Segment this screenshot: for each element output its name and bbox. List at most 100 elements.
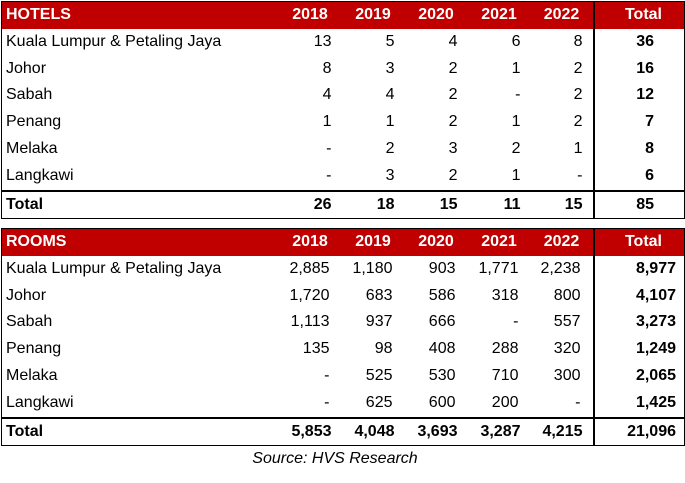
rooms-header-total: Total [592, 228, 685, 256]
hotels-header: HOTELS 2018 2019 2020 2021 2022 Total [1, 1, 685, 29]
rooms-row-value: 625 [365, 393, 393, 411]
rooms-row: Kuala Lumpur & Petaling Jaya 2,885 1,180 90… [2, 255, 685, 283]
rooms-row-total: 1,425 [592, 389, 685, 418]
hotels-header-year: 2021 [467, 1, 531, 29]
hotels-row-label: Langkawi [6, 166, 74, 184]
rooms-row-total: 4,107 [592, 282, 685, 310]
rooms-row-value: 600 [428, 393, 456, 411]
rooms-row-label: Kuala Lumpur & Petaling Jaya [6, 259, 222, 277]
rooms-row-value: 710 [491, 366, 519, 384]
rooms-row: Johor 1,720 683 586 318 800 4,107 [2, 282, 685, 310]
rooms-row-value: 200 [491, 393, 519, 411]
hotels-row-label: Melaka [6, 139, 58, 157]
hotels-row-value: 8 [573, 32, 583, 50]
rooms-row-value: 557 [553, 313, 581, 331]
rooms-row-value: 1,113 [290, 313, 330, 331]
hotels-total-value: 11 [467, 189, 531, 219]
hotels-row-value: 3 [385, 59, 395, 77]
hotels-row-value: 6 [511, 32, 521, 50]
hotels-row-value: 2 [573, 113, 583, 131]
rooms-total-value: 4,215 [530, 416, 594, 446]
hotels-row: Langkawi -3 2 1-6 [2, 162, 685, 191]
hotels-table: HOTELS 2018 2019 2020 2021 2022 Total Ku… [1, 1, 685, 220]
rooms-total-value: 4,048 [341, 416, 405, 446]
rooms-row-value: 320 [553, 340, 581, 358]
rooms-header-year: 2018 [278, 228, 342, 256]
hotels-row-value: 4 [385, 86, 395, 104]
hotels-row-value: 3 [385, 166, 395, 184]
rooms-table: ROOMS 2018 2019 2020 2021 2022 Total Kua… [1, 228, 685, 447]
hotels-row-total: 7 [592, 109, 685, 136]
rooms-total-label: Total [1, 416, 279, 446]
rooms-row-value: 2,885 [289, 259, 330, 277]
rooms-row-value: 135 [302, 340, 330, 358]
rooms-total-value: 3,287 [467, 416, 531, 446]
rooms-row-value: - [575, 393, 581, 411]
rooms-grand-total: 21,096 [592, 416, 685, 446]
hotels-row: Melaka - 2 3 2 1 8 [2, 135, 685, 163]
rooms-row-value: 903 [428, 259, 456, 277]
rooms-footer: Total 5,853 4,048 3,693 3,287 4,215 21,0… [1, 416, 685, 446]
rooms-row-total: 1,249 [592, 336, 685, 363]
hotels-total-value: 18 [341, 189, 405, 219]
rooms-row: Penang 135 98 408 288 320 1,249 [2, 336, 685, 363]
rooms-row: Langkawi -625 600 200-1,425 [2, 389, 685, 418]
hotels-row-value: 2 [448, 59, 458, 77]
hotels-row-label: Penang [6, 113, 62, 131]
hotels-total-value: 15 [530, 189, 594, 219]
rooms-header: ROOMS 2018 2019 2020 2021 2022 Total [1, 228, 685, 256]
hotels-row-value: - [577, 166, 583, 184]
rooms-row-value: - [324, 393, 330, 411]
rooms-row-value: 1,180 [352, 259, 393, 277]
rooms-row-value: 408 [428, 340, 456, 358]
hotels-row-total: 36 [592, 28, 685, 56]
hotels-header-year: 2019 [341, 1, 405, 29]
hotels-row-value: 2 [511, 139, 521, 157]
hotels-row-value: 1 [511, 59, 521, 77]
rooms-header-year: 2022 [530, 228, 594, 256]
hotels-total-row: Total 26 18 15 11 15 85 [1, 189, 685, 219]
hotels-row-value: 2 [448, 86, 458, 104]
rooms-total-value: 3,693 [404, 416, 468, 446]
hotels-row-value: 2 [448, 166, 458, 184]
rooms-row-value: 937 [365, 313, 393, 331]
rooms-row-total: 2,065 [592, 362, 685, 390]
hotels-header-year: 2020 [404, 1, 468, 29]
rooms-total-row: Total 5,853 4,048 3,693 3,287 4,215 21,0… [1, 416, 685, 446]
rooms-header-year: 2020 [404, 228, 468, 256]
rooms-header-year: 2021 [467, 228, 531, 256]
rooms-row: Sabah 1,113 937 666 - 557 3,273 [2, 309, 685, 337]
hotels-grand-total: 85 [592, 189, 685, 219]
hotels-row-value: - [326, 166, 332, 184]
hotels-row: Johor 8 3 2 1 2 16 [2, 55, 685, 83]
hotels-row: Penang 1 1 2 1 2 7 [2, 109, 685, 136]
hotels-row-label: Sabah [6, 86, 53, 104]
hotels-row-value: 1 [385, 113, 395, 131]
rooms-row-value: 318 [491, 286, 519, 304]
rooms-row-label: Johor [6, 286, 47, 304]
hotels-row-total: 16 [592, 55, 685, 83]
hotels-row-value: 3 [448, 139, 458, 157]
hotels-row-value: 1 [573, 139, 583, 157]
rooms-row-value: 1,720 [289, 286, 330, 304]
hotels-row-value: 2 [385, 139, 395, 157]
hotels-header-year: 2022 [530, 1, 594, 29]
rooms-row-value: 586 [428, 286, 456, 304]
hotels-row-value: 2 [573, 59, 583, 77]
rooms-row-label: Langkawi [6, 393, 74, 411]
rooms-row-total: 3,273 [592, 309, 685, 337]
hotels-row-value: 2 [573, 86, 583, 104]
hotels-total-label: Total [1, 189, 279, 219]
rooms-row-value: 1,771 [478, 259, 519, 277]
hotels-row-value: 5 [385, 32, 395, 50]
hotels-row-value: 2 [448, 113, 458, 131]
rooms-row-label: Melaka [6, 366, 58, 384]
rooms-body: Kuala Lumpur & Petaling Jaya 2,885 1,180 90… [2, 255, 685, 418]
rooms-row: Melaka - 525 530 710 300 2,065 [2, 362, 685, 390]
hotels-total-value: 26 [278, 189, 342, 219]
hotels-row: Sabah 4 4 2 - 2 12 [2, 82, 685, 110]
hotels-row-value: 4 [322, 86, 332, 104]
hotels-header-total: Total [592, 1, 685, 29]
hotels-row-label: Johor [6, 59, 47, 77]
hotels-row: Kuala Lumpur & Petaling Jaya 13 5 4 6 8 36 [2, 28, 685, 56]
